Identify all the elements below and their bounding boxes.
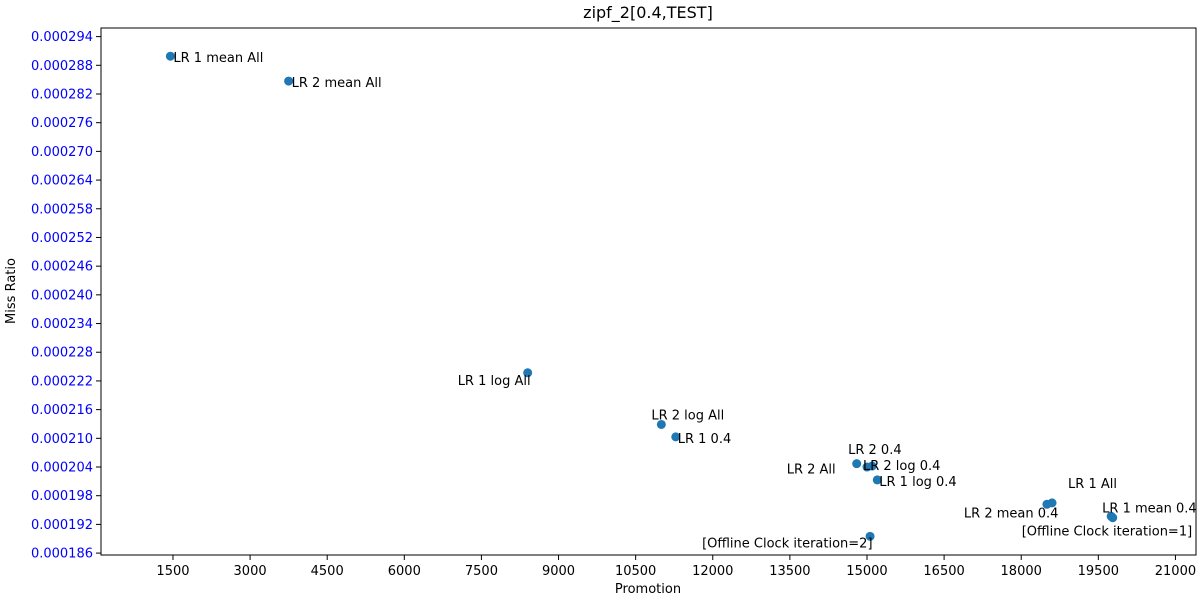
data-point xyxy=(872,475,882,485)
point-label: LR 2 mean 0.4 xyxy=(964,506,1059,521)
x-tick-label: 18000 xyxy=(1001,564,1042,579)
x-tick-label: 9000 xyxy=(542,564,575,579)
y-tick-label: 0.000294 xyxy=(31,30,93,45)
y-tick-label: 0.000198 xyxy=(31,489,93,504)
y-tick-label: 0.000216 xyxy=(31,403,93,418)
plot-frame xyxy=(100,27,1197,556)
x-tick-label: 13500 xyxy=(769,564,810,579)
y-tick-label: 0.000192 xyxy=(31,518,93,533)
x-tick-label: 4500 xyxy=(311,564,344,579)
y-axis: 0.000186 0.000192 0.000198 0.000204 0.000210… xyxy=(31,30,101,562)
y-tick-label: 0.000252 xyxy=(31,231,93,246)
y-tick-label: 0.000246 xyxy=(31,260,93,275)
point-label: LR 1 0.4 xyxy=(678,432,732,447)
x-tick-label: 19500 xyxy=(1078,564,1119,579)
point-label: LR 2 mean All xyxy=(292,76,382,91)
y-tick-label: 0.000234 xyxy=(31,317,93,332)
x-axis: 1500 3000 4500 6000 7500 9000 10500 12000 13500 1… xyxy=(156,555,1196,579)
y-tick-label: 0.000282 xyxy=(31,87,93,102)
x-tick-label: 15000 xyxy=(846,564,887,579)
y-axis-label: Miss Ratio xyxy=(4,258,19,324)
point-label: LR 1 log 0.4 xyxy=(879,475,956,490)
data-point xyxy=(1108,513,1118,523)
y-tick-label: 0.000264 xyxy=(31,174,93,189)
point-label: [Offline Clock iteration=2] xyxy=(702,536,872,551)
y-tick-label: 0.000210 xyxy=(31,432,93,447)
x-tick-label: 12000 xyxy=(692,564,733,579)
data-point xyxy=(852,459,862,469)
point-label: LR 2 All xyxy=(787,463,836,478)
x-tick-label: 21000 xyxy=(1155,564,1196,579)
y-tick-label: 0.000276 xyxy=(31,116,93,131)
x-tick-label: 16500 xyxy=(923,564,964,579)
data-point xyxy=(165,51,175,61)
y-tick-label: 0.000222 xyxy=(31,374,93,389)
point-label: LR 2 0.4 xyxy=(848,443,902,458)
chart-title: zipf_2[0.4,TEST] xyxy=(583,3,713,23)
data-points xyxy=(165,51,1118,541)
y-tick-label: 0.000240 xyxy=(31,288,93,303)
x-tick-label: 10500 xyxy=(615,564,656,579)
point-label: LR 1 All xyxy=(1068,477,1117,492)
data-point xyxy=(862,462,872,472)
x-tick-label: 1500 xyxy=(156,564,189,579)
data-point xyxy=(523,368,533,378)
x-tick-label: 3000 xyxy=(234,564,267,579)
y-tick-label: 0.000270 xyxy=(31,145,93,160)
y-tick-label: 0.000204 xyxy=(31,461,93,476)
data-point xyxy=(284,76,294,86)
point-label: LR 1 mean All xyxy=(173,51,263,66)
x-tick-label: 6000 xyxy=(388,564,421,579)
data-point xyxy=(671,432,681,442)
point-label: LR 2 log All xyxy=(651,408,724,423)
point-label: [Offline Clock iteration=1] xyxy=(1022,525,1192,540)
data-point xyxy=(865,531,875,541)
y-tick-label: 0.000258 xyxy=(31,202,93,217)
data-point xyxy=(1042,499,1052,509)
y-tick-label: 0.000186 xyxy=(31,547,93,562)
y-tick-label: 0.000228 xyxy=(31,346,93,361)
point-label: LR 1 log All xyxy=(458,374,531,389)
y-tick-label: 0.000288 xyxy=(31,59,93,74)
point-label: LR 2 log 0.4 xyxy=(863,459,940,474)
x-axis-label: Promotion xyxy=(615,582,681,597)
point-labels: LR 1 mean All LR 2 mean All LR 1 log All LR… xyxy=(173,51,1196,551)
data-point xyxy=(656,419,666,429)
point-label: LR 1 mean 0.4 xyxy=(1102,501,1197,516)
x-tick-label: 7500 xyxy=(465,564,498,579)
